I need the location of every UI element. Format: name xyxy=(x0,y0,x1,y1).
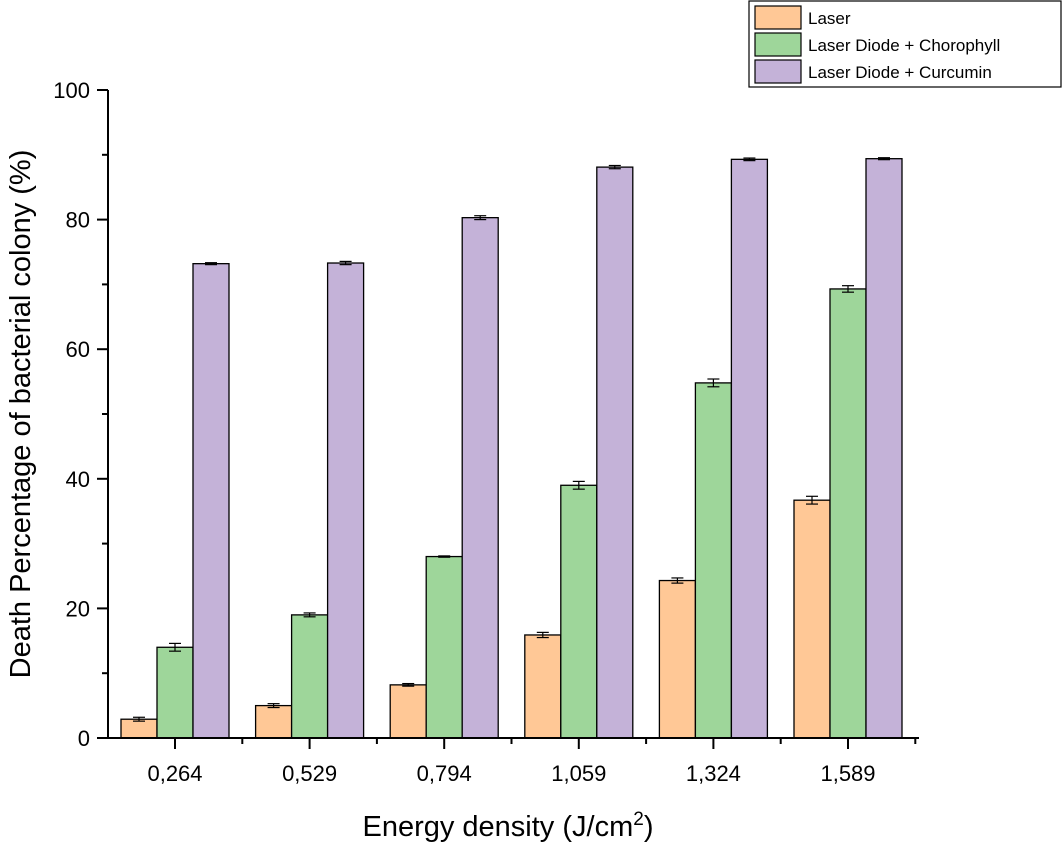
bar xyxy=(192,263,230,739)
bar xyxy=(389,684,427,739)
y-tick-label: 20 xyxy=(66,596,90,621)
x-axis-title-end: ) xyxy=(644,811,654,843)
x-tick-label: 1,589 xyxy=(820,761,875,786)
bar xyxy=(290,614,329,739)
y-tick-label: 100 xyxy=(53,78,90,103)
y-axis-title: Death Percentage of bacterial colony (%) xyxy=(5,150,37,679)
bar xyxy=(596,166,634,739)
x-axis-title-main: Energy density (J/cm xyxy=(362,811,633,843)
bar xyxy=(730,158,769,739)
bar xyxy=(326,262,365,739)
x-tick-label: 1,059 xyxy=(551,761,606,786)
y-ticks: 0 20 40 60 80 100 xyxy=(53,78,108,751)
y-tick-label: 60 xyxy=(66,337,90,362)
legend-swatch xyxy=(754,59,802,84)
bar xyxy=(254,704,293,739)
y-tick-label: 40 xyxy=(66,467,90,492)
bar xyxy=(658,579,697,739)
bar xyxy=(560,484,598,739)
bar xyxy=(120,718,158,739)
bar xyxy=(461,217,499,739)
x-tick-label: 0,529 xyxy=(282,761,337,786)
x-tick-label: 1,324 xyxy=(686,761,741,786)
bars-layer xyxy=(120,157,903,739)
bar xyxy=(829,288,867,739)
bar xyxy=(156,646,194,739)
x-ticks: 0,264 0,529 0,794 1,059 1,324 1,589 xyxy=(147,738,917,786)
bar xyxy=(793,499,831,739)
bar xyxy=(865,158,903,739)
bar xyxy=(694,382,733,739)
legend-swatch xyxy=(754,32,802,57)
legend-label: Laser Diode + Chorophyll xyxy=(808,36,1000,55)
bar xyxy=(425,555,463,739)
bar xyxy=(524,634,562,739)
y-tick-label: 80 xyxy=(66,208,90,233)
x-axis-title-superscript: 2 xyxy=(633,809,644,830)
legend-swatch xyxy=(754,5,802,30)
x-tick-label: 0,794 xyxy=(417,761,472,786)
y-tick-label: 0 xyxy=(78,726,90,751)
x-tick-label: 0,264 xyxy=(147,761,202,786)
legend-label: Laser Diode + Curcumin xyxy=(808,63,992,82)
legend-label: Laser xyxy=(808,9,851,28)
legend: Laser Laser Diode + Chorophyll Laser Diode… xyxy=(748,0,1062,88)
x-axis-title: Energy density (J/cm2) xyxy=(362,809,653,843)
